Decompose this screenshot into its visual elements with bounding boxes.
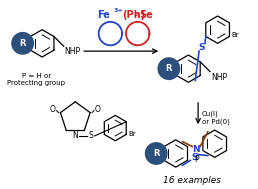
Text: S: S [191,153,197,162]
Text: S: S [88,131,93,140]
Text: Fe: Fe [98,10,110,20]
Text: NHP: NHP [211,73,227,82]
Text: N: N [72,131,78,140]
Text: O: O [95,105,101,114]
Text: N: N [192,145,200,154]
Circle shape [158,58,180,79]
Text: S: S [199,43,205,52]
Text: P: P [194,155,198,164]
Text: (Ph): (Ph) [122,10,145,20]
Text: Protecting group: Protecting group [7,80,65,86]
Text: NHP: NHP [65,47,81,56]
Text: R: R [166,64,172,73]
Text: Se: Se [140,10,154,20]
Text: R: R [19,39,26,48]
Circle shape [12,33,33,54]
Text: Br: Br [231,32,239,38]
Text: Cu(I): Cu(I) [202,110,219,117]
Text: 2: 2 [135,12,139,17]
Circle shape [146,143,167,164]
Text: 16 examples: 16 examples [163,176,221,185]
Text: R: R [153,149,159,158]
Text: or Pd(0): or Pd(0) [202,118,230,125]
Text: P = H or: P = H or [22,73,51,79]
Text: O: O [50,105,55,114]
Text: 3+: 3+ [113,8,123,13]
Text: Br: Br [128,131,136,137]
